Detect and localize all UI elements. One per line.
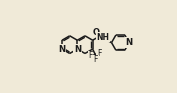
Text: N: N [74, 45, 81, 54]
Text: N: N [58, 45, 66, 54]
Text: N: N [126, 38, 133, 47]
Text: NH: NH [97, 33, 110, 42]
Text: F: F [94, 55, 98, 64]
Text: O: O [92, 28, 99, 37]
Text: F: F [88, 51, 93, 60]
Text: F: F [97, 49, 101, 58]
